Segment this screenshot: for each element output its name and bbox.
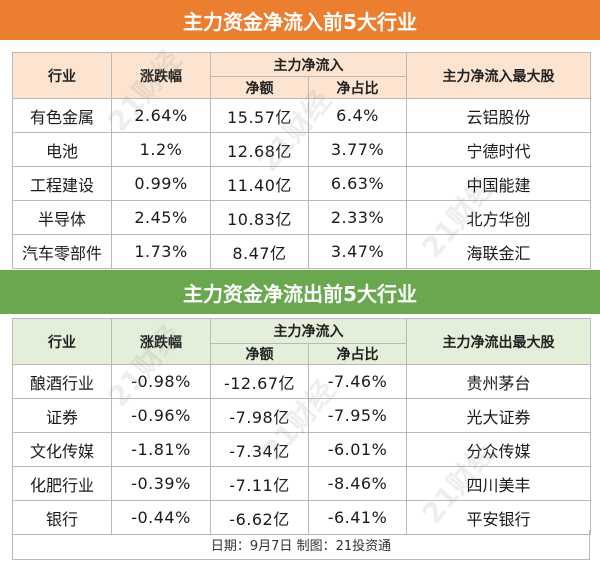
ratio-cell: -7.95% — [308, 398, 407, 433]
industry-cell: 文化传媒 — [12, 432, 112, 467]
industry-cell: 汽车零部件 — [12, 234, 112, 269]
amount-cell: 12.68亿 — [210, 132, 309, 167]
ratio-cell: 6.63% — [308, 166, 407, 201]
ratio-cell: 6.4% — [308, 98, 407, 133]
table-row: 电池 1.2% 12.68亿 3.77% 宁德时代 — [12, 132, 591, 167]
inflow-header-industry: 行业 — [12, 52, 112, 99]
change-cell: -0.39% — [111, 466, 211, 501]
amount-cell: 10.83亿 — [210, 200, 309, 235]
industry-cell: 化肥行业 — [12, 466, 112, 501]
inflow-title: 主力资金净流入前5大行业 — [0, 0, 600, 40]
outflow-header-stock: 主力净流出最大股 — [406, 318, 591, 365]
industry-cell: 银行 — [12, 500, 112, 535]
ratio-cell: -7.46% — [308, 364, 407, 399]
change-cell: 2.64% — [111, 98, 211, 133]
ratio-cell: -6.41% — [308, 500, 407, 535]
footer-credit: 日期：9月7日 制图：21投资通 — [12, 530, 590, 560]
stock-cell: 平安银行 — [406, 500, 591, 535]
ratio-cell: -6.01% — [308, 432, 407, 467]
change-cell: -0.44% — [111, 500, 211, 535]
amount-cell: 8.47亿 — [210, 234, 309, 269]
stock-cell: 四川美丰 — [406, 466, 591, 501]
table-row: 化肥行业 -0.39% -7.11亿 -8.46% 四川美丰 — [12, 466, 591, 501]
stock-cell: 分众传媒 — [406, 432, 591, 467]
change-cell: 1.2% — [111, 132, 211, 167]
industry-cell: 证券 — [12, 398, 112, 433]
inflow-header-ratio: 净占比 — [308, 76, 407, 99]
ratio-cell: 3.77% — [308, 132, 407, 167]
outflow-header-change: 涨跌幅 — [111, 318, 211, 365]
outflow-header-ratio: 净占比 — [308, 343, 407, 365]
stock-cell: 中国能建 — [406, 166, 591, 201]
outflow-title: 主力资金净流出前5大行业 — [0, 270, 600, 314]
change-cell: -1.81% — [111, 432, 211, 467]
change-cell: -0.98% — [111, 364, 211, 399]
stock-cell: 贵州茅台 — [406, 364, 591, 399]
table-row: 银行 -0.44% -6.62亿 -6.41% 平安银行 — [12, 500, 591, 535]
amount-cell: 15.57亿 — [210, 98, 309, 133]
ratio-cell: 3.47% — [308, 234, 407, 269]
amount-cell: 11.40亿 — [210, 166, 309, 201]
inflow-header-change: 涨跌幅 — [111, 52, 211, 99]
amount-cell: -7.34亿 — [210, 432, 309, 467]
change-cell: 1.73% — [111, 234, 211, 269]
amount-cell: -7.98亿 — [210, 398, 309, 433]
amount-cell: -12.67亿 — [210, 364, 309, 399]
outflow-table: 行业 涨跌幅 主力净流入 主力净流出最大股 净额 净占比 酿酒行业 -0.98%… — [12, 318, 591, 535]
outflow-header-group: 主力净流入 — [210, 318, 407, 344]
outflow-header-amount: 净额 — [210, 343, 309, 365]
industry-cell: 半导体 — [12, 200, 112, 235]
stock-cell: 光大证券 — [406, 398, 591, 433]
inflow-header-stock: 主力净流入最大股 — [406, 52, 591, 99]
table-row: 工程建设 0.99% 11.40亿 6.63% 中国能建 — [12, 166, 591, 201]
change-cell: 0.99% — [111, 166, 211, 201]
table-row: 有色金属 2.64% 15.57亿 6.4% 云铝股份 — [12, 98, 591, 133]
inflow-header-group: 主力净流入 — [210, 52, 407, 77]
stock-cell: 宁德时代 — [406, 132, 591, 167]
stock-cell: 云铝股份 — [406, 98, 591, 133]
industry-cell: 有色金属 — [12, 98, 112, 133]
table-row: 半导体 2.45% 10.83亿 2.33% 北方华创 — [12, 200, 591, 235]
table-row: 文化传媒 -1.81% -7.34亿 -6.01% 分众传媒 — [12, 432, 591, 467]
stock-cell: 海联金汇 — [406, 234, 591, 269]
amount-cell: -7.11亿 — [210, 466, 309, 501]
table-row: 汽车零部件 1.73% 8.47亿 3.47% 海联金汇 — [12, 234, 591, 269]
change-cell: 2.45% — [111, 200, 211, 235]
industry-cell: 工程建设 — [12, 166, 112, 201]
stock-cell: 北方华创 — [406, 200, 591, 235]
table-row: 酿酒行业 -0.98% -12.67亿 -7.46% 贵州茅台 — [12, 364, 591, 399]
outflow-header-industry: 行业 — [12, 318, 112, 365]
industry-cell: 酿酒行业 — [12, 364, 112, 399]
industry-cell: 电池 — [12, 132, 112, 167]
table-row: 证券 -0.96% -7.98亿 -7.95% 光大证券 — [12, 398, 591, 433]
change-cell: -0.96% — [111, 398, 211, 433]
ratio-cell: 2.33% — [308, 200, 407, 235]
ratio-cell: -8.46% — [308, 466, 407, 501]
inflow-table: 行业 涨跌幅 主力净流入 主力净流入最大股 净额 净占比 有色金属 2.64% … — [12, 52, 591, 269]
inflow-header-amount: 净额 — [210, 76, 309, 99]
